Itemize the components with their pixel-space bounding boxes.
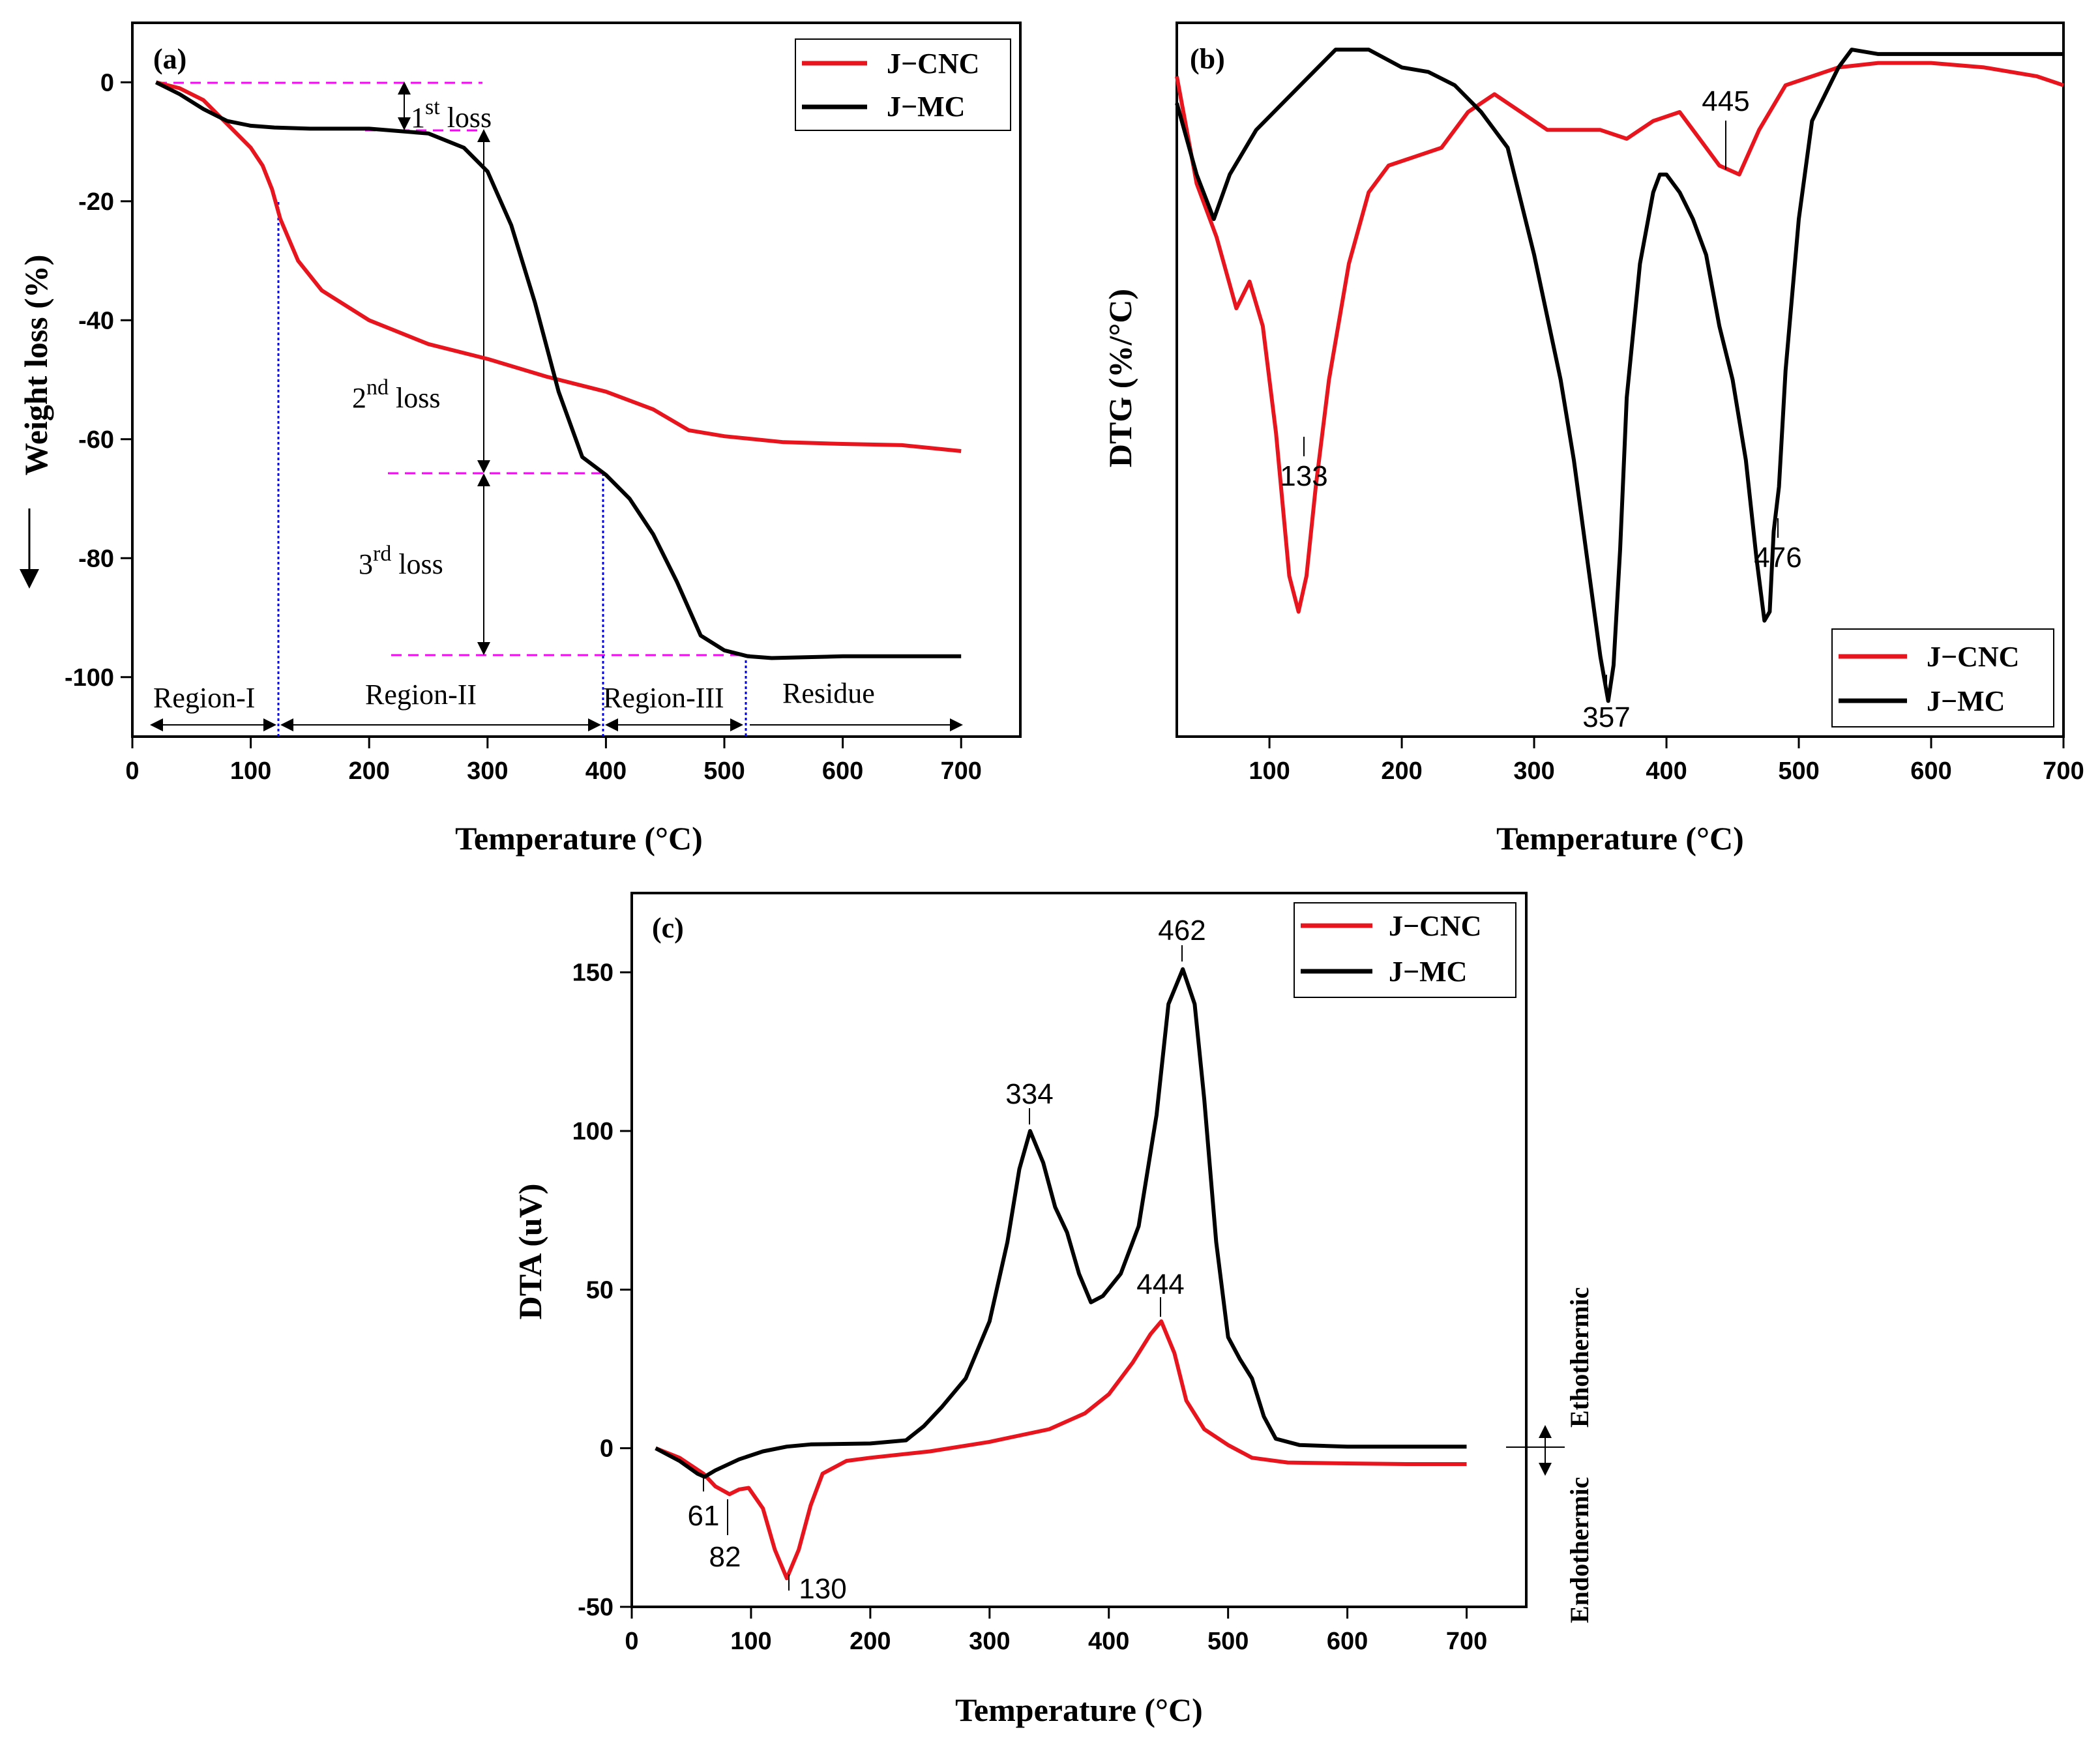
region-1-label: Region-I <box>153 682 255 714</box>
panel-c-exo-endo-indicator: Ethothermic Endothermic <box>1506 1287 1594 1623</box>
legend-label-j-cnc: J−CNC <box>1389 910 1481 942</box>
region-3-label: Region-III <box>603 682 724 714</box>
panel-a-label: (a) <box>153 43 186 75</box>
peak-130-label: 130 <box>799 1573 846 1605</box>
peak-61-label: 61 <box>688 1500 720 1532</box>
panel-b-xtick-label-500: 500 <box>1778 757 1819 785</box>
panel-a-ytick-label-0: 0 <box>100 69 114 96</box>
panel-c-xlabel: Temperature (°C) <box>955 1692 1203 1728</box>
second-loss-label: 2nd loss <box>352 375 440 414</box>
panel-a-ytick-label--80: -80 <box>78 545 114 572</box>
peak-476-label: 476 <box>1754 542 1801 574</box>
panel-a-guides <box>156 81 750 737</box>
legend-label-j-mc: J−MC <box>1389 956 1467 988</box>
legend-box <box>1831 628 2054 727</box>
panel-a-ytick-label--100: -100 <box>65 664 114 692</box>
curve-j-mc-dta <box>655 967 1467 1479</box>
panel-a-xtick-label-700: 700 <box>940 757 981 785</box>
panel-a-ytick-label--20: -20 <box>78 188 114 216</box>
panel-a-axes: 0 100 200 300 400 500 600 700 0 -20 -40 -60 -80 -100 <box>65 69 982 785</box>
panel-c-frame <box>630 892 1528 1608</box>
legend-label-j-cnc: J−CNC <box>887 48 979 80</box>
panel-c-xtick-label-500: 500 <box>1207 1628 1249 1655</box>
peak-444-label: 444 <box>1136 1269 1184 1300</box>
panel-c-legend: J−CNC J−MC <box>1294 902 1516 998</box>
peak-445-label: 445 <box>1702 85 1749 117</box>
legend-box <box>795 38 1011 131</box>
region-2-label: Region-II <box>365 679 477 711</box>
panel-c-ytick-label-100: 100 <box>572 1118 614 1145</box>
panel-a-xtick-label-0: 0 <box>125 757 139 785</box>
panel-b-xtick-label-700: 700 <box>2043 757 2084 785</box>
panel-a-xtick-label-600: 600 <box>822 757 863 785</box>
panel-a-frame <box>131 22 1022 738</box>
curve-j-cnc-dtg <box>1175 61 2064 614</box>
panel-a-xtick-label-500: 500 <box>703 757 745 785</box>
legend-label-j-cnc: J−CNC <box>1927 641 2019 673</box>
panel-b-axes: 100 200 300 400 500 600 700 <box>1249 737 2084 785</box>
panel-c-ytick-label-0: 0 <box>600 1435 614 1463</box>
peak-357-label: 357 <box>1582 701 1630 733</box>
panel-c-xtick-label-0: 0 <box>625 1628 638 1655</box>
exothermic-label: Ethothermic <box>1565 1287 1594 1428</box>
panel-c-ytick-label-50: 50 <box>586 1276 614 1304</box>
curve-j-mc-tga <box>155 80 962 660</box>
panel-b: (b) 100 200 300 400 500 600 700 133 357 476 44… <box>1102 22 2084 857</box>
peak-334-label: 334 <box>1005 1078 1053 1110</box>
panel-c-label: (c) <box>652 912 684 944</box>
panel-c: (c) 0 100 200 300 400 500 600 700 -50 0 50 100 150 3… <box>512 892 1594 1728</box>
panel-b-plot <box>1175 48 2064 703</box>
panel-c-xtick-label-100: 100 <box>730 1628 771 1655</box>
panel-c-axes: 0 100 200 300 400 500 600 700 -50 0 50 100 150 <box>572 960 1488 1655</box>
panel-a-ytick-label--40: -40 <box>78 307 114 334</box>
panel-a-xtick-label-300: 300 <box>467 757 508 785</box>
peak-133-label: 133 <box>1280 460 1327 492</box>
curve-j-cnc-dta <box>655 1319 1467 1581</box>
curve-j-cnc-tga <box>155 80 962 453</box>
panel-c-xtick-label-200: 200 <box>850 1628 891 1655</box>
panel-b-label: (b) <box>1190 43 1225 75</box>
panel-b-frame <box>1176 22 2065 738</box>
panel-b-peaks: 133 357 476 445 <box>1280 85 1801 733</box>
panel-b-xtick-label-600: 600 <box>1910 757 1951 785</box>
legend-label-j-mc: J−MC <box>887 91 965 123</box>
panel-c-ytick-label-150: 150 <box>572 960 614 987</box>
panel-a-plot <box>155 80 962 660</box>
panel-c-plot <box>655 967 1467 1581</box>
panel-a-ylabel: Weight loss (%) <box>18 255 54 476</box>
legend-label-j-mc: J−MC <box>1927 685 2005 717</box>
residue-label: Residue <box>782 677 875 709</box>
panel-a-ytick-label--60: -60 <box>78 426 114 454</box>
panel-b-xtick-label-200: 200 <box>1381 757 1422 785</box>
first-loss-label: 1st loss <box>411 95 492 134</box>
endothermic-label: Endothermic <box>1565 1477 1594 1623</box>
panel-b-xtick-label-400: 400 <box>1646 757 1687 785</box>
panel-b-ylabel: DTG (%/°C) <box>1102 289 1138 467</box>
panel-b-xlabel: Temperature (°C) <box>1496 820 1744 857</box>
panel-c-ylabel: DTA (uV) <box>512 1184 548 1320</box>
panel-c-xtick-label-300: 300 <box>969 1628 1010 1655</box>
panel-c-xtick-label-700: 700 <box>1446 1628 1487 1655</box>
panel-a-xtick-label-100: 100 <box>230 757 271 785</box>
panel-a-xtick-label-400: 400 <box>585 757 627 785</box>
legend-box <box>1294 902 1516 998</box>
panel-c-ytick-label--50: -50 <box>578 1594 614 1621</box>
panel-a: (a) 0 100 200 300 400 500 600 700 0 -20 -40 -60 -80 -… <box>18 22 1022 857</box>
third-loss-label: 3rd loss <box>359 542 443 580</box>
peak-462-label: 462 <box>1158 915 1205 947</box>
panel-a-regions: Region-I Region-II Region-III Residue <box>150 677 963 731</box>
panel-b-xtick-label-100: 100 <box>1249 757 1290 785</box>
panel-c-xtick-label-400: 400 <box>1088 1628 1129 1655</box>
panel-c-xtick-label-600: 600 <box>1327 1628 1368 1655</box>
curve-j-mc-dtg <box>1175 48 2063 703</box>
panel-a-loss-arrows <box>398 81 490 655</box>
panel-b-xtick-label-300: 300 <box>1513 757 1554 785</box>
peak-82-label: 82 <box>709 1541 741 1573</box>
panel-a-legend: J−CNC J−MC <box>795 38 1011 131</box>
panel-b-legend: J−CNC J−MC <box>1831 628 2054 727</box>
panel-c-peaks: 334 462 444 61 82 130 <box>688 915 1206 1605</box>
panel-a-xlabel: Temperature (°C) <box>455 820 703 857</box>
panel-a-xtick-label-200: 200 <box>348 757 389 785</box>
